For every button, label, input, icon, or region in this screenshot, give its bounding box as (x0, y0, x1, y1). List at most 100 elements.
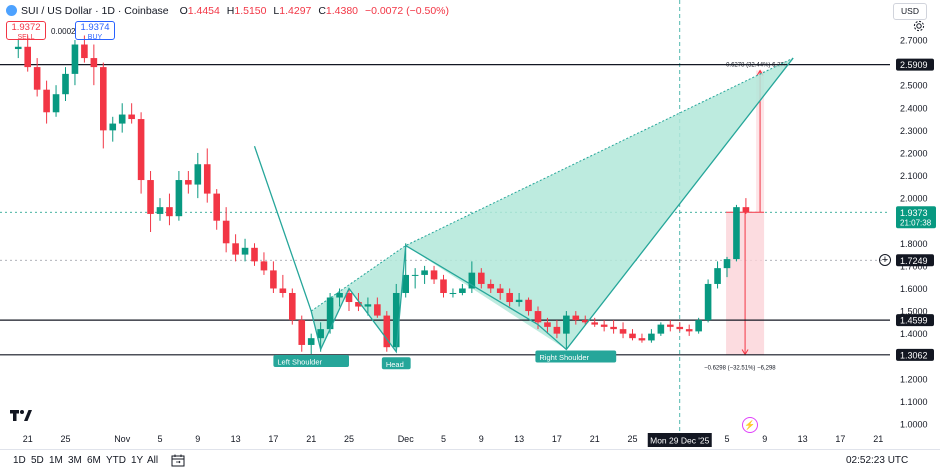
candle-body (185, 180, 192, 185)
y-tick-label: 2.0000 (900, 194, 928, 204)
calendar-range-icon[interactable] (171, 454, 185, 467)
currency-selector[interactable]: USD (893, 3, 927, 20)
candle-body (723, 259, 731, 269)
sell-price: 1.9372 (11, 22, 41, 33)
candle-body (695, 320, 702, 332)
pattern-label-box (381, 357, 411, 370)
add-alert-icon[interactable]: + (879, 254, 891, 266)
price-level-label: 1.4599 (900, 316, 928, 326)
y-tick-label: 1.4000 (900, 329, 928, 339)
candle-body (534, 311, 542, 323)
buy-price: 1.9374 (80, 22, 110, 33)
candle-countdown: 21:07:38 (900, 218, 932, 227)
timeframe-5d[interactable]: 5D (31, 455, 44, 466)
x-tick-label: 25 (344, 434, 354, 444)
pattern-label: Left Shoulder (277, 358, 322, 367)
timeframe-3m[interactable]: 3M (68, 455, 82, 466)
x-tick-label: 25 (60, 434, 70, 444)
buy-button[interactable]: 1.9374 BUY (75, 21, 115, 41)
price-chart[interactable]: 1.00001.10001.20001.30001.40001.50001.60… (0, 0, 940, 449)
y-tick-label: 1.6000 (900, 284, 928, 294)
candle-body (43, 89, 50, 113)
tradingview-logo[interactable] (10, 410, 32, 425)
close-value: 1.4380 (325, 5, 359, 17)
candle-body (241, 247, 249, 255)
x-tick-label: 17 (268, 434, 278, 444)
candle-body (14, 46, 22, 50)
pattern-label-box (273, 355, 349, 368)
x-tick-label: 13 (231, 434, 241, 444)
open-value: 1.4454 (187, 5, 220, 17)
symbol-legend: SUI / US Dollar · 1D · Coinbase O1.4454 … (6, 5, 453, 17)
high-value: 1.5150 (234, 5, 267, 17)
y-tick-label: 1.0000 (900, 420, 928, 430)
candle-body (496, 288, 504, 293)
candle-body (383, 315, 391, 348)
settings-icon[interactable] (913, 20, 925, 32)
bottom-toolbar: 1D 5D 1M 3M 6M YTD 1Y All 02:52:23 UTC (0, 449, 940, 472)
crosshair-date-tag (647, 433, 712, 447)
pattern-line (253, 57, 794, 354)
candle-body (24, 46, 31, 68)
candle-body (525, 299, 532, 312)
candle-body (742, 207, 750, 213)
candle-body (714, 268, 721, 284)
candle-body (90, 58, 98, 68)
candle-body (430, 270, 438, 280)
utc-clock[interactable]: 02:52:23 UTC (846, 455, 909, 466)
x-tick-label: 5 (441, 434, 446, 444)
x-tick-label: 13 (514, 434, 524, 444)
measure-down-label: −0.6298 (−32.51%) −6,298 (704, 366, 776, 372)
price-level-label: 1.3062 (900, 350, 928, 360)
symbol-title[interactable]: SUI / US Dollar · 1D · Coinbase (21, 5, 169, 17)
low-value: 1.4297 (279, 5, 312, 17)
candle-body (307, 338, 315, 345)
candle-body (81, 44, 88, 59)
candle-body (648, 333, 655, 341)
candle-body (572, 315, 580, 321)
ohlc-values: O1.4454 H1.5150 L1.4297 C1.4380 −0.0072 … (179, 5, 450, 17)
timeframe-6m[interactable]: 6M (87, 455, 101, 466)
candle-body (213, 193, 220, 221)
candle-body (449, 292, 457, 294)
y-tick-label: 2.7000 (900, 36, 928, 46)
candle-body (71, 44, 79, 74)
candle-body (667, 324, 674, 327)
x-tick-label: 21 (23, 434, 33, 444)
candle-body (317, 329, 324, 339)
price-level-tag (896, 348, 934, 361)
pattern-label-box (535, 350, 617, 363)
y-tick-label: 2.5000 (900, 81, 928, 91)
x-tick-label: 5 (157, 434, 162, 444)
y-tick-label: 1.5000 (900, 307, 928, 317)
timeframe-ytd[interactable]: YTD (106, 455, 126, 466)
candle-body (336, 292, 343, 298)
x-tick-label: 17 (835, 434, 845, 444)
timeframe-1m[interactable]: 1M (49, 455, 63, 466)
sell-button[interactable]: 1.9372 SELL (6, 21, 46, 41)
candle-body (289, 292, 296, 321)
candle-body (374, 304, 381, 316)
candle-body (251, 247, 258, 262)
candle-body (704, 283, 712, 321)
candle-body (685, 329, 693, 332)
candle-body (591, 322, 598, 325)
timeframe-1d[interactable]: 1D (13, 455, 26, 466)
timeframe-all[interactable]: All (147, 455, 159, 466)
candle-body (156, 207, 164, 214)
x-tick-label: 9 (195, 434, 200, 444)
lightning-icon[interactable]: ⚡ (742, 417, 758, 433)
x-tick-label: 25 (627, 434, 637, 444)
tradingview-logo-icon (10, 410, 32, 421)
candle-body (487, 283, 495, 289)
candle-body (629, 333, 636, 339)
candle-body (478, 272, 485, 284)
timeframe-1y[interactable]: 1Y (131, 455, 144, 466)
candle-body (222, 220, 230, 244)
y-tick-label: 2.2000 (900, 148, 928, 158)
candle-body (355, 302, 362, 307)
pattern-label: Right Shoulder (539, 353, 589, 362)
candle-body (326, 297, 334, 330)
candle-body (506, 292, 513, 303)
x-tick-label: 21 (306, 434, 316, 444)
